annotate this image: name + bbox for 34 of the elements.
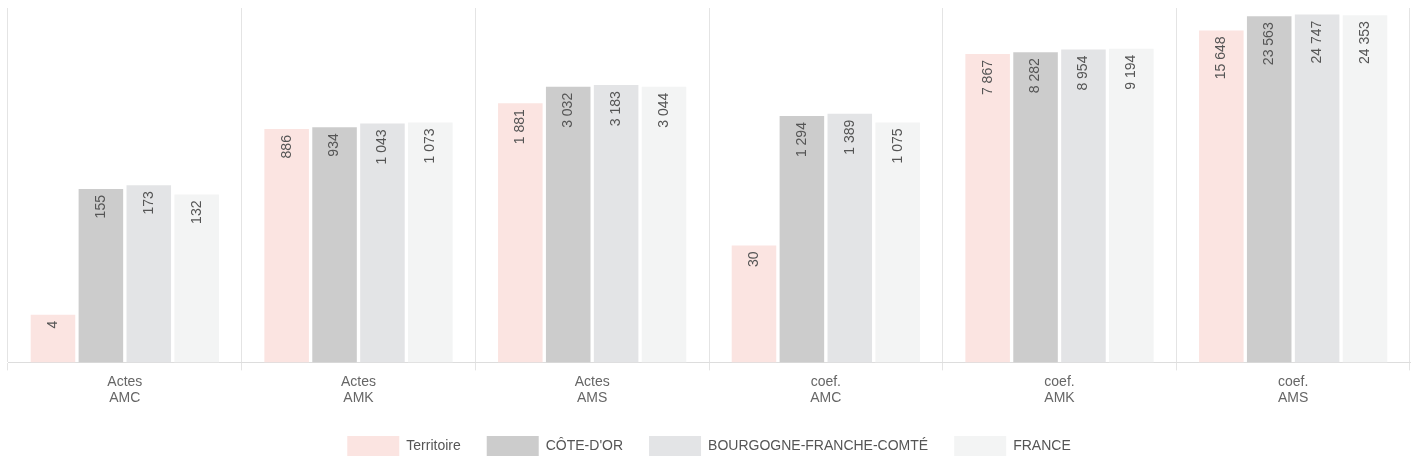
legend-label: FRANCE (1013, 436, 1071, 453)
data-label: 132 (187, 200, 204, 224)
data-label: 1 043 (373, 129, 390, 165)
x-tick-label: coef. AMS (1277, 372, 1309, 406)
legend-label: CÔTE-D'OR (545, 436, 624, 453)
data-label: 1 389 (840, 119, 857, 155)
data-label: 30 (744, 251, 761, 268)
data-label: 4 (43, 320, 60, 329)
data-label: 24 747 (1307, 20, 1324, 64)
data-label: 8 954 (1074, 55, 1091, 91)
legend-label: BOURGOGNE-FRANCHE-COMTÉ (708, 436, 929, 453)
data-label: 155 (91, 194, 108, 219)
data-label: 934 (325, 133, 342, 157)
data-label: 173 (139, 191, 156, 215)
x-tick-label: Actes AMK (340, 372, 377, 406)
data-label: 3 044 (654, 92, 671, 128)
x-tick-label: coef. AMK (1044, 372, 1076, 406)
legend-label: Territoire (406, 436, 461, 453)
x-tick-label: Actes AMC (107, 372, 143, 406)
data-label: 24 353 (1355, 20, 1372, 64)
data-label: 1 294 (792, 121, 809, 158)
data-label: 15 648 (1212, 36, 1229, 80)
data-label: 3 183 (606, 90, 623, 127)
data-label: 1 881 (511, 109, 528, 145)
x-tick-label: coef. AMC (810, 372, 842, 406)
data-label: 7 867 (978, 59, 995, 96)
data-label: 886 (277, 134, 294, 159)
data-label: 23 563 (1260, 22, 1277, 66)
x-tick-label: Actes AMS (574, 372, 610, 406)
data-label: 1 073 (421, 128, 438, 164)
data-label: 8 282 (1026, 58, 1043, 94)
data-label: 3 032 (559, 92, 576, 128)
data-label: 9 194 (1122, 54, 1139, 90)
data-label: 1 075 (888, 128, 905, 164)
